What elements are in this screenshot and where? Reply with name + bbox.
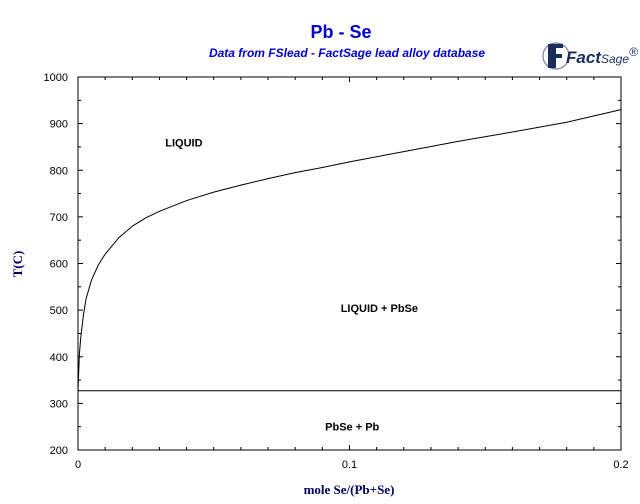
y-tick-label: 900 bbox=[50, 119, 68, 131]
y-tick-label: 1000 bbox=[44, 72, 68, 84]
y-tick-label: 200 bbox=[50, 445, 68, 457]
x-tick-label: 0.2 bbox=[613, 459, 628, 471]
phase-region-label: LIQUID + PbSe bbox=[341, 303, 418, 315]
phase-region-labels: LIQUID LIQUID + PbSe PbSe + Pb bbox=[165, 137, 418, 433]
chart-subtitle: Data from FSlead - FactSage lead alloy d… bbox=[209, 46, 485, 60]
phase-region-label: PbSe + Pb bbox=[325, 422, 379, 434]
x-tick-label: 0.1 bbox=[342, 459, 357, 471]
x-axis: 0 0.1 0.2 bbox=[75, 77, 629, 471]
y-axis-label: T(C) bbox=[10, 251, 25, 278]
y-tick-label: 800 bbox=[50, 165, 68, 177]
y-tick-label: 500 bbox=[50, 305, 68, 317]
y-tick-label: 700 bbox=[50, 212, 68, 224]
factsage-logo-text: FactSage® bbox=[566, 45, 638, 67]
factsage-logo-icon bbox=[542, 42, 570, 70]
liquidus-line bbox=[77, 109, 622, 391]
y-tick-label: 600 bbox=[50, 259, 68, 271]
chart-title: Pb - Se bbox=[310, 22, 371, 42]
x-axis-label: mole Se/(Pb+Se) bbox=[304, 482, 395, 497]
phase-region-label: LIQUID bbox=[165, 137, 202, 149]
plot-frame bbox=[77, 76, 622, 451]
x-tick-label: 0 bbox=[75, 459, 81, 471]
y-tick-label: 400 bbox=[50, 352, 68, 364]
y-tick-label: 300 bbox=[50, 398, 68, 410]
phase-boundaries bbox=[77, 109, 622, 392]
y-axis: 200 300 400 500 600 700 800 900 1000 bbox=[44, 72, 621, 457]
factsage-logo: FactSage® bbox=[542, 42, 638, 70]
